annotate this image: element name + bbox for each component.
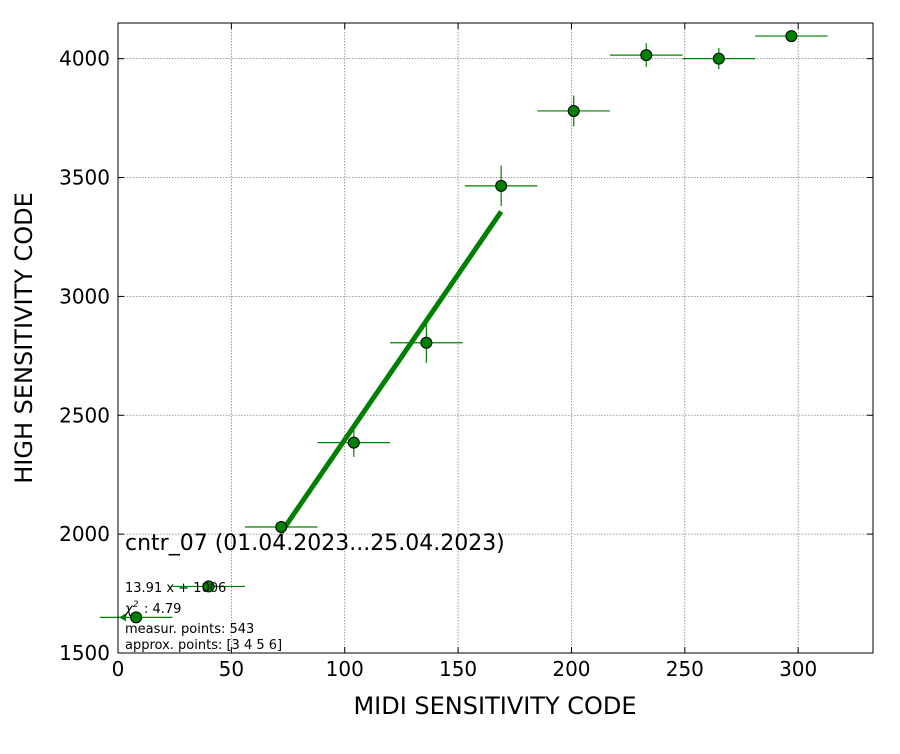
y-tick-label: 3000 — [59, 284, 110, 308]
x-tick-label: 100 — [326, 657, 364, 681]
data-point — [347, 436, 360, 449]
data-point — [712, 52, 725, 65]
data-point — [640, 49, 653, 62]
x-tick-label: 250 — [666, 657, 704, 681]
y-tick-label: 3500 — [59, 166, 110, 190]
x-tick-label: 200 — [552, 657, 590, 681]
data-point — [202, 580, 215, 593]
arrow-marker — [119, 613, 126, 622]
fit-line — [279, 210, 504, 534]
x-tick-label: 50 — [219, 657, 244, 681]
data-point — [130, 611, 143, 624]
approx-points-text: approx. points: [3 4 5 6] — [125, 638, 282, 653]
plot-frame — [117, 22, 874, 654]
x-tick-label: 150 — [439, 657, 477, 681]
y-tick-label: 4000 — [59, 47, 110, 71]
data-point — [495, 179, 508, 192]
grid — [117, 23, 873, 654]
x-tick-label: 300 — [779, 657, 817, 681]
y-tick-label: 2500 — [59, 403, 110, 427]
y-axis-label: HIGH SENSITIVITY CODE — [10, 192, 38, 484]
series-label: cntr_07 (01.04.2023...25.04.2023) — [125, 531, 505, 556]
x-axis-label: MIDI SENSITIVITY CODE — [353, 692, 636, 720]
measured-points-text: measur. points: 543 — [125, 622, 254, 637]
chi-square-text: : 4.79 — [144, 602, 181, 617]
data-point — [275, 521, 288, 533]
data-point — [785, 30, 798, 43]
fit-equation-text: 13.91 x + 1006 — [125, 581, 226, 596]
fit-line-layer — [279, 210, 504, 534]
data-points — [130, 30, 798, 624]
x-tick-labels: 0 50 100 150 200 250 300 — [112, 657, 818, 681]
data-point — [567, 104, 580, 117]
y-tick-label: 2000 — [59, 522, 110, 546]
data-point — [420, 336, 433, 349]
y-tick-label: 1500 — [59, 641, 110, 665]
x-tick-label: 0 — [112, 657, 125, 681]
y-tick-labels: 1500 2000 2500 3000 3500 4000 — [59, 47, 110, 665]
